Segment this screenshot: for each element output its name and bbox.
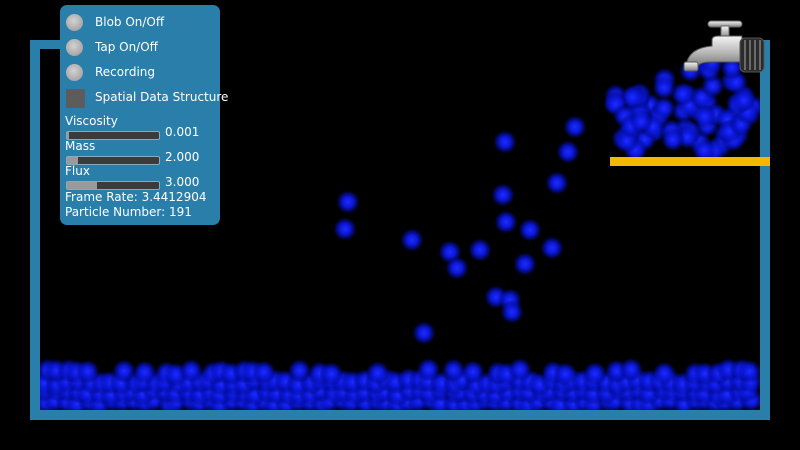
- tap-radio-icon[interactable]: [66, 39, 83, 56]
- flux-slider[interactable]: [66, 181, 160, 190]
- recording-toggle[interactable]: Recording: [65, 62, 220, 84]
- spatial-data-structure-toggle[interactable]: Spatial Data Structure: [65, 87, 228, 109]
- particle: [441, 358, 466, 383]
- particle: [692, 138, 717, 163]
- particle: [132, 360, 157, 385]
- mass-slider[interactable]: [66, 156, 160, 165]
- particle: [333, 217, 357, 241]
- particle: [731, 88, 756, 113]
- ledge: [610, 157, 770, 166]
- container-top-edge: [30, 40, 62, 49]
- particle: [365, 360, 390, 385]
- recording-radio-icon[interactable]: [66, 64, 83, 81]
- tap-icon[interactable]: [683, 20, 765, 73]
- particles: [32, 50, 765, 417]
- particle: [252, 360, 276, 385]
- particle: [583, 361, 607, 386]
- particle: [652, 361, 677, 386]
- flux-slider-fill: [67, 182, 98, 189]
- particle-number-readout: Particle Number: 191: [65, 205, 192, 219]
- particle: [179, 358, 204, 383]
- container-floor: [30, 410, 770, 420]
- mass-value: 2.000: [165, 150, 200, 164]
- particle: [629, 109, 654, 134]
- spatial-data-structure-label: Spatial Data Structure: [95, 90, 229, 104]
- particle: [75, 359, 100, 384]
- particle: [412, 321, 436, 345]
- spatial-checkbox[interactable]: [66, 89, 85, 108]
- particle: [493, 130, 517, 154]
- mass-label: Mass: [65, 139, 96, 153]
- viscosity-value: 0.001: [165, 125, 200, 139]
- blob-radio-icon[interactable]: [66, 14, 83, 31]
- particle: [336, 190, 360, 214]
- viscosity-label: Viscosity: [65, 114, 118, 128]
- viscosity-slider[interactable]: [66, 131, 160, 140]
- recording-toggle-label: Recording: [95, 65, 156, 79]
- particle: [468, 238, 492, 262]
- blob-toggle-label: Blob On/Off: [95, 15, 165, 29]
- particle: [508, 357, 532, 382]
- container-left-wall: [30, 40, 40, 420]
- particle: [518, 218, 542, 242]
- control-panel: Blob On/Off Tap On/Off Recording Spatial…: [60, 5, 228, 225]
- particle: [737, 359, 762, 384]
- particle: [563, 115, 587, 139]
- particle: [660, 127, 685, 152]
- particle: [319, 361, 344, 386]
- particle: [400, 228, 424, 252]
- particle: [670, 82, 695, 107]
- particle: [500, 300, 524, 324]
- particle: [513, 252, 537, 276]
- particle: [491, 183, 515, 207]
- viscosity-slider-fill: [67, 132, 69, 139]
- particle: [652, 96, 677, 121]
- mass-slider-fill: [67, 157, 79, 164]
- tap-toggle[interactable]: Tap On/Off: [65, 37, 220, 59]
- particle: [494, 210, 518, 234]
- particle: [556, 140, 580, 164]
- particle: [652, 75, 677, 100]
- particle: [287, 358, 312, 383]
- particle: [619, 357, 644, 382]
- particle: [445, 256, 469, 280]
- particle: [416, 357, 441, 382]
- frame-rate-readout: Frame Rate: 3.4412904: [65, 190, 207, 204]
- particle: [461, 360, 485, 384]
- tap-toggle-label: Tap On/Off: [95, 40, 158, 54]
- container-right-wall: [760, 40, 770, 420]
- particle: [692, 104, 717, 129]
- particle: [545, 171, 569, 195]
- flux-value: 3.000: [165, 175, 200, 189]
- particle: [553, 362, 578, 386]
- particle: [112, 359, 137, 384]
- particle: [540, 236, 564, 260]
- flux-label: Flux: [65, 164, 90, 178]
- blob-toggle[interactable]: Blob On/Off: [65, 12, 220, 34]
